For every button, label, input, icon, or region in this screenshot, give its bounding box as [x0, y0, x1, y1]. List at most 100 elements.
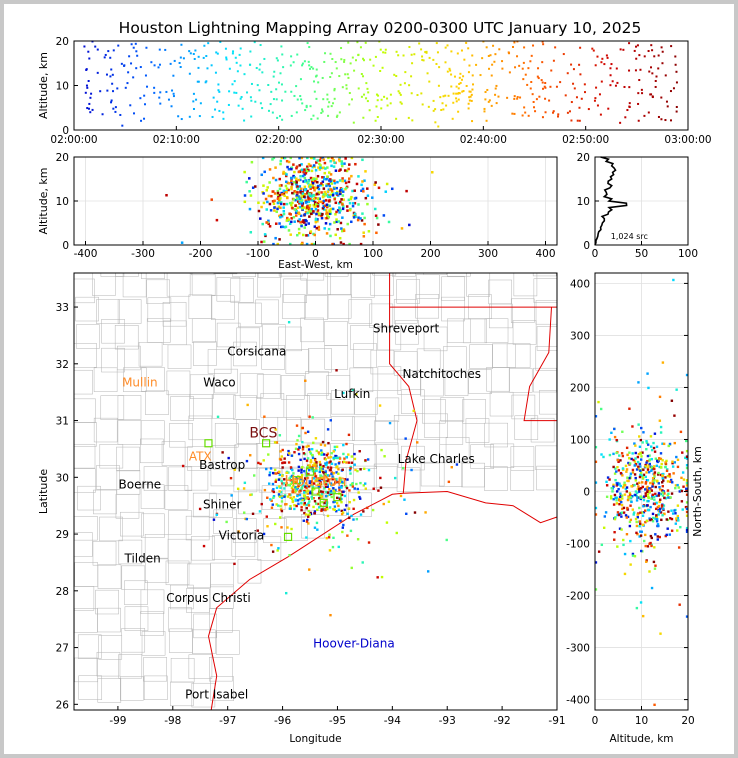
county-cell	[351, 273, 375, 298]
north-south-point	[631, 554, 635, 557]
east-west-point	[287, 160, 291, 164]
county-cell	[348, 299, 373, 324]
map-lightning-point	[322, 470, 325, 474]
east-west-point	[331, 207, 335, 211]
map-lightning-point	[291, 488, 295, 492]
map-lightning-point	[315, 478, 319, 481]
county-cell	[209, 608, 233, 633]
east-west-point	[329, 173, 333, 176]
county-cell	[510, 446, 535, 471]
y-tick-label: 10	[56, 196, 69, 208]
north-south-point	[602, 455, 605, 459]
time-altitude-point	[420, 92, 423, 95]
county-cell	[369, 303, 394, 328]
map-lightning-point	[318, 506, 321, 509]
map-lightning-point	[301, 466, 304, 469]
map-lightning-point	[306, 492, 309, 495]
east-west-point	[312, 194, 316, 197]
east-west-point	[348, 201, 352, 205]
north-south-point	[650, 544, 653, 548]
county-cell	[189, 374, 214, 399]
x-tick-label: 10	[635, 715, 648, 727]
county-cell	[392, 273, 416, 277]
time-altitude-point	[611, 80, 614, 83]
time-altitude-point	[657, 67, 660, 70]
east-west-point	[311, 180, 314, 183]
map-lightning-point	[318, 479, 321, 483]
east-west-point	[266, 200, 269, 204]
map-lightning-point	[260, 502, 263, 506]
north-south-point	[685, 530, 689, 534]
east-west-point	[341, 204, 345, 208]
north-south-point	[638, 535, 641, 538]
east-west-point	[324, 209, 328, 212]
north-south-point	[641, 476, 645, 479]
east-west-point	[265, 221, 268, 224]
time-altitude-point	[570, 101, 573, 104]
time-altitude-point	[326, 93, 329, 96]
time-altitude-point	[541, 116, 544, 119]
map-lightning-point	[362, 510, 365, 513]
time-altitude-point	[541, 40, 544, 43]
time-altitude-point	[276, 116, 279, 119]
north-south-point	[662, 472, 665, 476]
north-south-point	[628, 457, 631, 460]
map-lightning-point	[308, 448, 311, 451]
map-lightning-point	[329, 466, 333, 469]
north-south-point	[631, 552, 635, 556]
map-lightning-point	[332, 508, 335, 511]
time-altitude-point	[243, 73, 246, 76]
north-south-point	[666, 480, 670, 483]
time-altitude-point	[421, 58, 424, 61]
time-altitude-point	[635, 45, 638, 48]
east-west-point	[267, 194, 271, 198]
east-west-point	[357, 216, 360, 219]
north-south-point	[629, 539, 632, 543]
map-lightning-point	[314, 479, 317, 483]
east-west-point	[325, 203, 329, 206]
x-tick-label: 03:00:00	[664, 134, 711, 146]
east-west-point	[340, 160, 344, 163]
east-west-point	[330, 190, 334, 194]
east-west-point	[180, 241, 184, 244]
time-altitude-point	[624, 116, 627, 119]
north-south-point	[614, 496, 617, 500]
map-lightning-point	[416, 441, 419, 444]
map-lightning-point	[326, 452, 330, 455]
map-lightning-point	[314, 437, 318, 440]
east-west-point	[336, 209, 340, 212]
east-west-point	[328, 212, 331, 216]
north-south-point	[655, 520, 659, 523]
county-cell	[121, 628, 146, 653]
time-altitude-point	[490, 74, 493, 77]
map-lightning-point	[296, 499, 300, 502]
time-altitude-point	[489, 54, 492, 57]
east-west-point	[283, 156, 287, 160]
east-west-point	[335, 192, 339, 195]
map-lightning-point	[308, 480, 311, 483]
map-lightning-point	[341, 468, 344, 471]
y-tick-label: 33	[56, 302, 69, 314]
north-south-point	[644, 463, 647, 467]
map-lightning-point	[302, 484, 305, 487]
north-south-point	[611, 490, 614, 493]
east-west-point	[290, 167, 293, 171]
east-west-point	[321, 207, 325, 210]
east-west-point	[307, 179, 310, 183]
north-south-point	[650, 497, 653, 500]
north-south-point	[633, 554, 637, 558]
time-altitude-point	[421, 103, 424, 106]
county-cell	[281, 294, 306, 319]
north-south-point	[612, 503, 616, 506]
time-altitude-point	[512, 45, 515, 48]
map-lightning-point	[304, 431, 307, 435]
east-west-point	[361, 187, 365, 191]
north-south-point	[638, 524, 641, 528]
time-altitude-point	[494, 87, 497, 90]
time-altitude-point	[459, 72, 462, 75]
north-south-point	[685, 449, 689, 453]
y-tick-label: 32	[56, 359, 69, 371]
county-cell	[305, 371, 329, 396]
east-west-point	[354, 215, 358, 218]
map-lightning-point	[305, 520, 309, 523]
